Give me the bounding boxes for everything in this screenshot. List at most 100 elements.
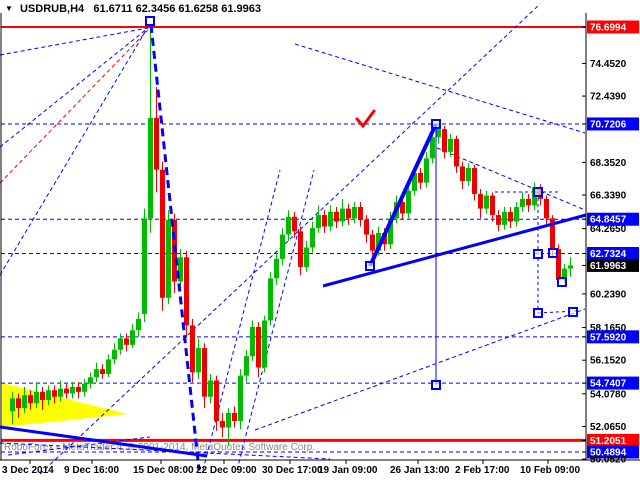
anchor-square [533, 187, 543, 197]
time-label[interactable]: 2 Feb 17:00 [455, 465, 510, 476]
price-label[interactable]: 52.0650 [590, 422, 627, 433]
candle-body [346, 208, 351, 219]
impulse-thick [368, 123, 438, 267]
check-icon [355, 109, 376, 129]
price-label[interactable]: 68.3520 [590, 158, 627, 169]
time-label[interactable]: 19 Jan 09:00 [318, 465, 378, 476]
price-label[interactable]: 50.0520 [590, 455, 627, 466]
price-label[interactable]: 76.6994 [590, 23, 627, 34]
price-badge [587, 20, 639, 34]
price-label[interactable]: 56.1520 [590, 356, 627, 367]
candle-body [208, 380, 213, 397]
time-label[interactable]: 10 Feb 09:00 [520, 465, 580, 476]
price-label[interactable]: 70.7206 [590, 119, 627, 130]
candle-body [358, 206, 363, 220]
price-label[interactable]: 74.4520 [590, 59, 627, 70]
price-label[interactable]: 62.7324 [590, 249, 627, 260]
price-label[interactable]: 54.0780 [590, 389, 627, 400]
anchor-square [431, 380, 441, 390]
candle-body [76, 386, 81, 392]
candle-body [184, 257, 189, 326]
candle-body [352, 206, 357, 219]
price-label[interactable]: 51.2051 [590, 436, 627, 447]
candle-body [292, 216, 297, 232]
symbol-dropdown-icon[interactable]: ▼ [5, 4, 13, 13]
candle-body [100, 369, 105, 375]
candle-body [436, 129, 441, 138]
candle-body [316, 215, 321, 229]
price-label[interactable]: 58.1650 [590, 323, 627, 334]
candle-body [52, 390, 57, 397]
price-label[interactable]: 66.3390 [590, 191, 627, 202]
price-label[interactable]: 72.4390 [590, 92, 627, 103]
price-label[interactable]: 54.7407 [590, 379, 627, 390]
anchor-square [145, 16, 155, 26]
candle-body [268, 278, 273, 321]
candle-body [256, 326, 261, 368]
time-label[interactable]: 15 Dec 08:00 [133, 465, 194, 476]
bottomleft-thick [0, 425, 208, 458]
price-label[interactable]: 64.8457 [590, 215, 627, 226]
candle-body [400, 202, 405, 214]
candle-body [280, 234, 285, 259]
candle-body [478, 194, 483, 209]
anchor-square [533, 249, 543, 259]
candle-body [286, 216, 291, 235]
candle-body [238, 375, 243, 422]
candle-body [304, 247, 309, 267]
price-label[interactable]: 50.4894 [590, 448, 627, 459]
time-scale[interactable]: 3 Dec 2014 9 Dec 16:00 15 Dec 08:00 22 Dec … [2, 460, 580, 476]
candle-body [154, 117, 159, 170]
time-label[interactable]: 22 Dec 09:00 [196, 465, 257, 476]
triangle-pattern[interactable] [2, 383, 128, 427]
candle-body [496, 215, 501, 225]
drawing-objects[interactable] [0, 3, 586, 475]
candle-body [16, 398, 21, 409]
price-label[interactable]: 61.9963 [590, 261, 627, 272]
candle-body [274, 258, 279, 279]
candle-body [190, 325, 195, 373]
candle-body [430, 137, 435, 159]
price-badge [587, 376, 639, 390]
candle-body [262, 320, 267, 368]
candle-body [556, 249, 561, 280]
candle-body [298, 231, 303, 267]
selection-handles[interactable] [145, 16, 578, 390]
trend-lines[interactable] [0, 24, 587, 471]
time-label[interactable]: 3 Dec 2014 [2, 465, 54, 476]
support-thick [322, 213, 587, 288]
bottom-dashed-b [7, 436, 151, 456]
price-label[interactable]: 60.2390 [590, 289, 627, 300]
candle-body [544, 198, 549, 219]
time-label[interactable]: 30 Dec 17:00 [262, 465, 323, 476]
candle-body [214, 380, 219, 422]
descending-long [294, 43, 586, 134]
candle-body [448, 138, 453, 152]
quote-ohlc-values: 61.6711 62.3456 61.6258 61.9963 [93, 3, 261, 15]
anchor-square [365, 261, 375, 271]
candle-body [322, 215, 327, 227]
candle-body [142, 218, 147, 315]
rising-bottom [254, 308, 586, 431]
time-label[interactable]: 9 Dec 16:00 [64, 465, 119, 476]
candle-body [28, 395, 33, 404]
price-label[interactable]: 64.2650 [590, 224, 627, 235]
candle-body [502, 211, 507, 225]
candle-body [46, 390, 51, 400]
fan-upper [0, 27, 149, 56]
time-label[interactable]: 26 Jan 13:00 [390, 465, 450, 476]
candle-body [526, 198, 531, 206]
price-badge [587, 246, 639, 260]
candle-body [130, 330, 135, 345]
price-label[interactable]: 57.5920 [590, 332, 627, 343]
candle-body [58, 388, 63, 397]
price-scale[interactable]: 76.6994 74.4520 72.4390 70.7206 68.3520 66.33… [582, 20, 639, 466]
candle-body [250, 326, 255, 357]
candle-body [424, 158, 429, 183]
candle-body [508, 211, 513, 222]
price-badge [587, 433, 639, 447]
candle-body [418, 172, 423, 183]
candle-body [376, 232, 381, 251]
bottom-dashed-a [0, 442, 331, 460]
